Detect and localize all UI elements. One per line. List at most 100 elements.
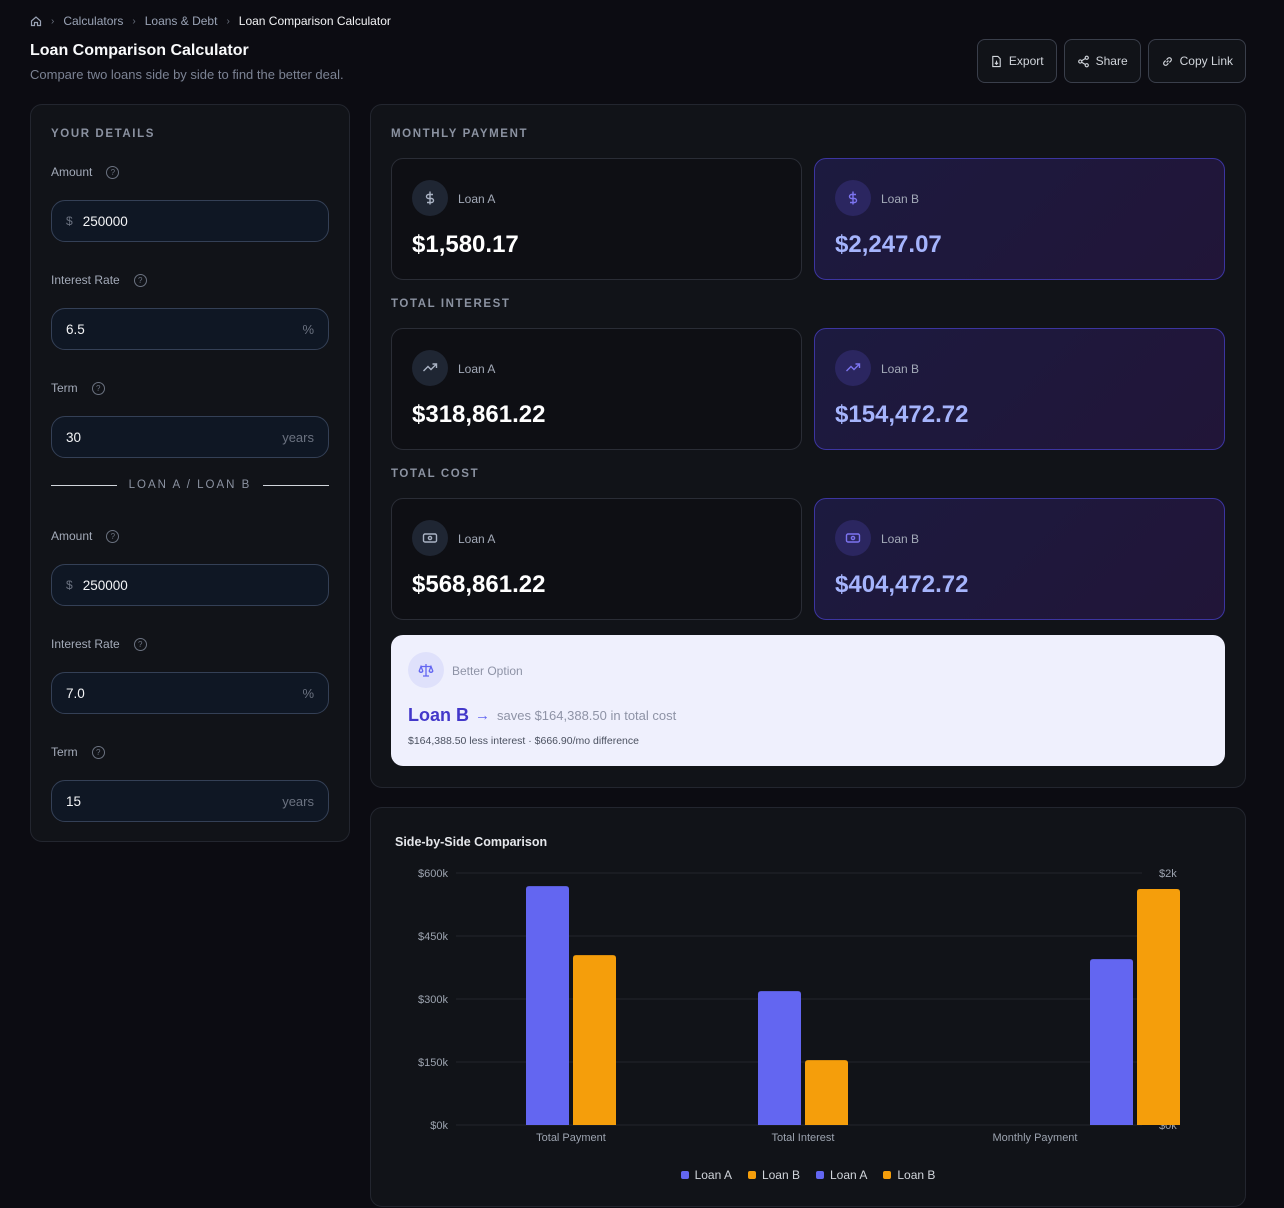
- bar-loan-a: [526, 886, 569, 1125]
- years-suffix: years: [282, 793, 314, 809]
- y-tick-right: $2k: [1159, 868, 1177, 880]
- x-tick-label: Total Interest: [772, 1132, 835, 1144]
- help-icon[interactable]: ?: [91, 745, 105, 759]
- file-export-icon: [992, 55, 1001, 67]
- total-cost-title: TOTAL COST: [391, 468, 480, 480]
- legend-item[interactable]: Loan B: [747, 1168, 800, 1182]
- loan-a-term-label: Term ?: [51, 381, 105, 395]
- total-interest-title: TOTAL INTEREST: [391, 298, 511, 310]
- loan-a-rate-label: Interest Rate ?: [51, 273, 147, 287]
- chart-legend: Loan A Loan B Loan A Loan B: [371, 1168, 1245, 1182]
- chevron-right-icon: ›: [226, 15, 230, 27]
- export-label: Export: [1008, 54, 1044, 68]
- loan-a-amount-input[interactable]: $ 250000: [51, 200, 329, 242]
- dollar-prefix: $: [66, 214, 73, 228]
- legend-label: Loan A: [694, 1168, 732, 1182]
- interest-loan-a-card: Loan A $318,861.22: [391, 328, 802, 450]
- legend-swatch: [883, 1171, 892, 1179]
- loan-b-amount-input[interactable]: $ 250000: [51, 564, 329, 606]
- banknote-icon: [412, 520, 448, 556]
- help-icon[interactable]: ?: [91, 381, 105, 395]
- loan-b-term-label-text: Term: [51, 745, 78, 759]
- copy-link-button[interactable]: Copy Link: [1147, 39, 1246, 83]
- cost-loan-b-label: Loan B: [881, 532, 920, 546]
- cost-loan-a-card: Loan A $568,861.22: [391, 498, 802, 620]
- legend-label: Loan B: [761, 1168, 800, 1182]
- loan-a-rate-input[interactable]: 6.5 %: [51, 308, 329, 350]
- x-tick-label: Total Payment: [536, 1132, 606, 1144]
- cost-loan-a-label: Loan A: [458, 532, 496, 546]
- details-title: YOUR DETAILS: [51, 128, 155, 140]
- better-option-detail: $164,388.50 less interest · $666.90/mo d…: [408, 735, 639, 747]
- loan-b-rate-label-text: Interest Rate: [51, 637, 120, 651]
- loan-a-amount-label-text: Amount: [51, 165, 93, 179]
- legend-item[interactable]: Loan A: [680, 1168, 732, 1182]
- results-panel: MONTHLY PAYMENT Loan A $1,580.17 Loan B …: [370, 104, 1246, 788]
- bar-loan-a: [758, 991, 801, 1125]
- legend-swatch: [747, 1171, 756, 1179]
- header-actions: Export Share Copy Link: [976, 39, 1246, 83]
- y-tick-left: $150k: [418, 1057, 448, 1069]
- loan-b-amount-value: 250000: [82, 577, 128, 593]
- home-icon[interactable]: [30, 15, 42, 27]
- monthly-loan-b-label: Loan B: [881, 192, 920, 206]
- chart-title: Side-by-Side Comparison: [395, 835, 548, 849]
- years-suffix: years: [282, 429, 314, 445]
- comparison-chart: $0k$0k$150k$1k$300k$1k$450k$2k$600k$2kTo…: [418, 868, 1180, 1144]
- cost-loan-b-card: Loan B $404,472.72: [814, 498, 1225, 620]
- cost-loan-b-value: $404,472.72: [835, 571, 969, 598]
- interest-loan-a-label: Loan A: [458, 362, 496, 376]
- comparison-chart-panel: Side-by-Side Comparison $0k$0k$150k$1k$3…: [370, 807, 1246, 1207]
- better-option-card: Better Option Loan B → saves $164,388.50…: [391, 635, 1225, 766]
- bar-loan-b: [573, 955, 616, 1125]
- loan-b-term-input[interactable]: 15 years: [51, 780, 329, 822]
- share-label: Share: [1095, 54, 1128, 68]
- breadcrumb-current: Loan Comparison Calculator: [238, 14, 391, 28]
- loan-b-rate-value: 7.0: [66, 685, 85, 701]
- legend-item[interactable]: Loan B: [883, 1168, 935, 1182]
- loan-b-rate-label: Interest Rate ?: [51, 637, 147, 651]
- trending-up-icon: [412, 350, 448, 386]
- monthly-loan-a-label: Loan A: [458, 192, 496, 206]
- cost-loan-a-value: $568,861.22: [412, 571, 546, 598]
- loan-b-amount-label-text: Amount: [51, 529, 93, 543]
- interest-loan-b-value: $154,472.72: [835, 401, 969, 428]
- loan-a-term-input[interactable]: 30 years: [51, 416, 329, 458]
- monthly-loan-b-card: Loan B $2,247.07: [814, 158, 1225, 280]
- help-icon[interactable]: ?: [106, 529, 120, 543]
- loan-a-term-value: 30: [66, 429, 82, 445]
- legend-item[interactable]: Loan A: [816, 1168, 867, 1182]
- monthly-loan-a-value: $1,580.17: [412, 231, 519, 258]
- help-icon[interactable]: ?: [133, 637, 147, 651]
- monthly-loan-a-card: Loan A $1,580.17: [391, 158, 802, 280]
- dollar-icon: [412, 180, 448, 216]
- interest-loan-b-label: Loan B: [881, 362, 920, 376]
- y-tick-left: $600k: [418, 868, 448, 880]
- monthly-payment-title: MONTHLY PAYMENT: [391, 128, 529, 140]
- trending-up-icon: [835, 350, 871, 386]
- loan-b-amount-label: Amount ?: [51, 529, 120, 543]
- page-subtitle: Compare two loans side by side to find t…: [30, 67, 344, 82]
- help-icon[interactable]: ?: [133, 273, 147, 287]
- breadcrumb-link-calculators[interactable]: Calculators: [63, 14, 124, 28]
- bar-loan-b: [805, 1060, 848, 1125]
- interest-loan-a-value: $318,861.22: [412, 401, 546, 428]
- banknote-icon: [835, 520, 871, 556]
- loan-b-term-label: Term ?: [51, 745, 105, 759]
- legend-label: Loan B: [897, 1168, 936, 1182]
- share-button[interactable]: Share: [1063, 39, 1141, 83]
- percent-suffix: %: [302, 685, 314, 701]
- loan-divider: LOAN A / LOAN B: [51, 479, 329, 491]
- breadcrumb-link-loans-debt[interactable]: Loans & Debt: [144, 14, 218, 28]
- better-option-winner: Loan B: [408, 705, 469, 725]
- export-button[interactable]: Export: [976, 39, 1057, 83]
- arrow-right-icon: →: [475, 707, 490, 724]
- y-tick-left: $300k: [418, 994, 448, 1006]
- scale-icon: [408, 652, 444, 688]
- dollar-icon: [835, 180, 871, 216]
- loan-b-rate-input[interactable]: 7.0 %: [51, 672, 329, 714]
- help-icon[interactable]: ?: [106, 165, 120, 179]
- details-panel: YOUR DETAILS Amount ? $ 250000 Interest …: [30, 104, 350, 842]
- page-title: Loan Comparison Calculator: [30, 42, 249, 59]
- y-tick-left: $0k: [430, 1120, 448, 1132]
